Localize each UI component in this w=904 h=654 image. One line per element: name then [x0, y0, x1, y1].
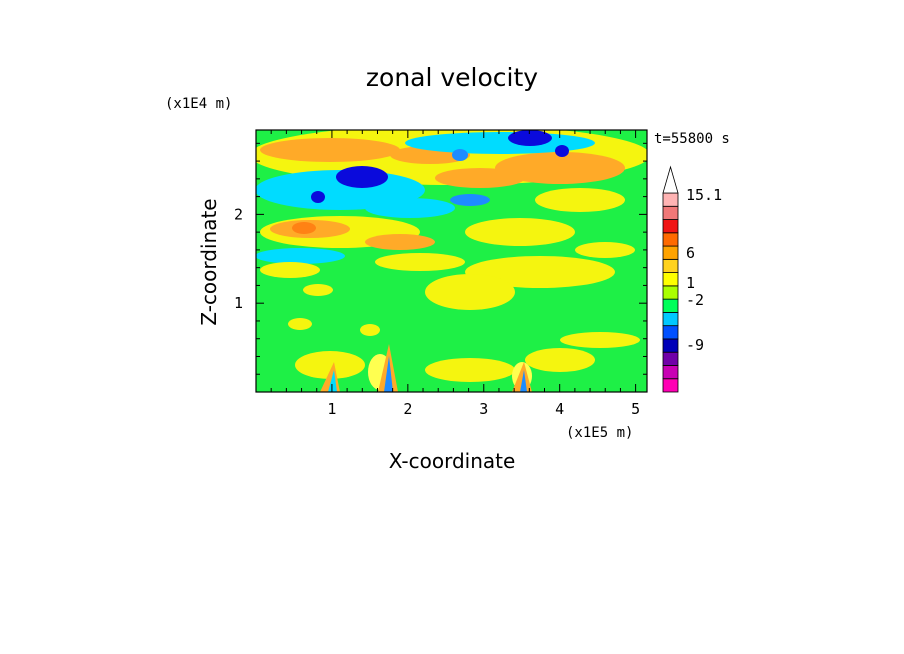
- colorbar-tick-label: 15.1: [686, 186, 722, 204]
- y-tick-label: 1: [234, 294, 243, 312]
- x-axis: 1 2 3 4 5: [270, 130, 640, 418]
- contour-region-blue: [311, 191, 325, 203]
- contour-region-orange: [495, 152, 625, 184]
- contour-region-orange: [260, 138, 400, 162]
- contour-region-light_blue: [452, 149, 468, 161]
- contour-region-cyan: [365, 198, 455, 218]
- time-label: t=55800 s: [654, 131, 730, 147]
- contour-region-blue: [336, 166, 388, 188]
- contour-region-dark_orange: [292, 222, 316, 234]
- contour-region-yellow: [535, 188, 625, 212]
- colorbar-tick-label: -9: [686, 336, 704, 354]
- contour-region-cyan: [256, 248, 345, 264]
- colorbar-level: [662, 232, 679, 247]
- contour-region-yellow: [303, 284, 333, 296]
- colorbar-tick-label: 6: [686, 244, 695, 262]
- colorbar-tick-label: -2: [686, 291, 704, 309]
- colorbar-level: [662, 205, 679, 220]
- x-tick-label: 2: [403, 400, 412, 418]
- contour-region-orange: [365, 234, 435, 250]
- contour-region-yellow: [560, 332, 640, 348]
- colorbar-level: [662, 311, 679, 327]
- colorbar-level: [662, 365, 679, 380]
- x-tick-label: 1: [327, 400, 336, 418]
- colorbar-level: [662, 245, 679, 260]
- x-tick-label: 4: [555, 400, 564, 418]
- contour-region-yellow: [295, 351, 365, 379]
- contour-region-yellow: [525, 348, 595, 372]
- contour-region-yellow: [260, 262, 320, 278]
- colorbar-arrow: [662, 165, 679, 194]
- contour-region-yellow: [288, 318, 312, 330]
- contour-region-blue: [555, 145, 569, 157]
- colorbar: 15.1 6 1-2 -9: [662, 165, 722, 393]
- contour-region-yellow: [360, 324, 380, 336]
- colorbar-level: [662, 351, 679, 366]
- contour-region-orange: [435, 168, 525, 188]
- y-unit-label: (x1E4 m): [165, 96, 232, 112]
- contour-region-yellow: [375, 253, 465, 271]
- contour-region-yellow: [575, 242, 635, 258]
- x-tick-label: 3: [479, 400, 488, 418]
- contour-region-light_blue: [450, 194, 490, 206]
- contour-region-light_blue: [384, 356, 393, 392]
- y-axis: 12: [234, 142, 647, 375]
- colorbar-level: [662, 272, 679, 287]
- plot-frame: [255, 129, 648, 393]
- colorbar-level: [662, 285, 679, 300]
- x-axis-label: X-coordinate: [389, 449, 516, 473]
- contour-region-orange: [512, 362, 532, 392]
- colorbar-tick-label: 1: [686, 274, 695, 292]
- x-unit-label: (x1E5 m): [566, 425, 633, 441]
- colorbar-level: [662, 298, 679, 313]
- contour-region-cyan: [328, 370, 337, 392]
- contour-region-cyan: [260, 180, 310, 196]
- contour-field: [256, 130, 647, 392]
- x-tick-label: 5: [631, 400, 640, 418]
- colorbar-level: [662, 325, 679, 340]
- chart-title: zonal velocity: [366, 63, 538, 92]
- contour-region-light_blue: [520, 370, 527, 392]
- colorbar-level: [662, 378, 679, 393]
- contour-region-blue: [508, 130, 552, 146]
- contour-region-yellow: [465, 218, 575, 246]
- y-axis-label: Z-coordinate: [197, 198, 221, 325]
- contour-region-yellow: [425, 274, 515, 310]
- colorbar-level: [662, 192, 679, 207]
- colorbar-level: [662, 219, 679, 234]
- y-tick-label: 2: [234, 205, 243, 223]
- colorbar-level: [662, 258, 679, 274]
- colorbar-level: [662, 338, 679, 353]
- contour-region-yellow: [425, 358, 515, 382]
